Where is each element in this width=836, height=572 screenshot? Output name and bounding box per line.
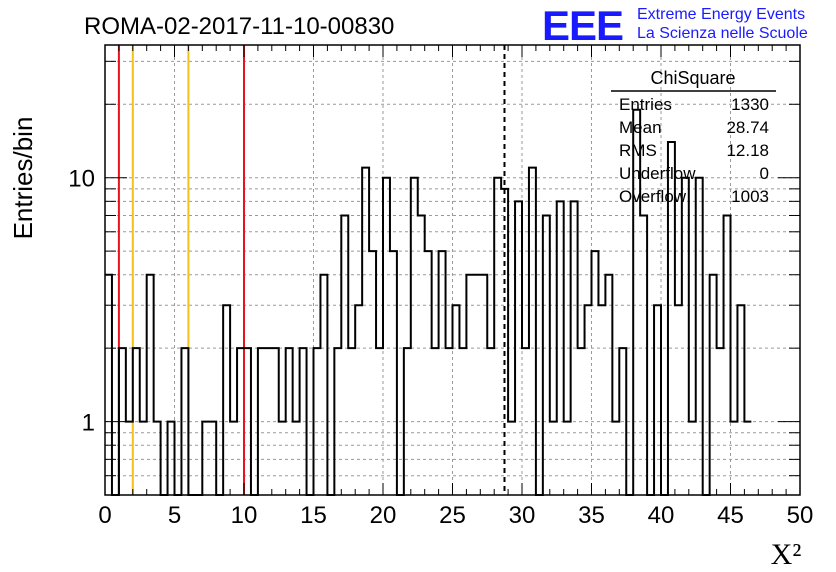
x-tick-label: 5 <box>168 502 181 529</box>
logo-line-1: Extreme Energy Events <box>637 6 805 23</box>
y-axis-label: Entries/bin <box>8 117 38 240</box>
stats-label: Entries <box>619 95 672 114</box>
tick-labels: 0 5 10 15 20 25 30 35 40 45 50 1 10 <box>68 166 813 529</box>
y-tick-label: 10 <box>68 166 95 193</box>
stats-value: 28.74 <box>726 118 769 137</box>
stats-label: RMS <box>619 141 657 160</box>
logo-line-2: La Scienza nelle Scuole <box>637 25 808 42</box>
x-tick-label: 15 <box>300 502 327 529</box>
x-tick-label: 0 <box>98 502 111 529</box>
axis-ticks <box>104 45 801 495</box>
histogram-steps <box>105 108 752 496</box>
x-tick-label: 30 <box>509 502 536 529</box>
x-tick-label: 50 <box>787 502 814 529</box>
reference-lines <box>117 45 506 495</box>
x-tick-label: 20 <box>370 502 397 529</box>
eee-logo: EEE Extreme Energy Events La Scienza nel… <box>542 2 808 49</box>
stats-value: 12.18 <box>726 141 769 160</box>
stats-title: ChiSquare <box>650 68 735 88</box>
stats-label: Mean <box>619 118 662 137</box>
grid-lines <box>105 45 800 495</box>
x-tick-label: 10 <box>231 502 258 529</box>
x-tick-label: 40 <box>648 502 675 529</box>
stats-value: 1003 <box>731 187 769 206</box>
x-tick-label: 35 <box>578 502 605 529</box>
x-tick-label: 25 <box>439 502 466 529</box>
stats-box: ChiSquare Entries 1330 Mean 28.74 RMS 12.18 Un… <box>611 68 776 206</box>
logo-letters: EEE <box>542 2 623 49</box>
stats-value: 1330 <box>731 95 769 114</box>
y-tick-label: 1 <box>82 410 95 437</box>
stats-value: 0 <box>760 164 769 183</box>
chart-title: ROMA-02-2017-11-10-00830 <box>84 13 394 40</box>
x-axis-label: X² <box>771 538 802 571</box>
stats-label: Overflow <box>619 187 687 206</box>
stats-rows: Entries 1330 Mean 28.74 RMS 12.18 Underflow 0 Ov… <box>619 95 769 206</box>
x-tick-label: 45 <box>717 502 744 529</box>
stats-label: Underflow <box>619 164 696 183</box>
